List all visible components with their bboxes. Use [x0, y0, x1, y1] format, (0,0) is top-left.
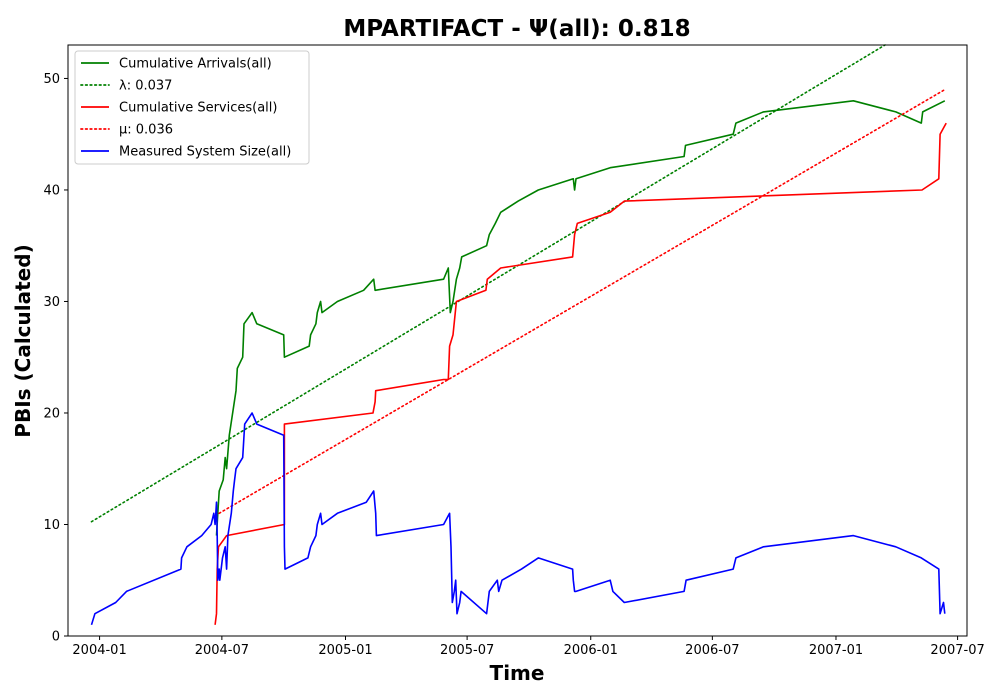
y-tick-label-5: 50: [43, 72, 60, 87]
legend-label-4: Measured System Size(all): [119, 145, 291, 160]
series-line-4: [90, 412, 946, 626]
y-tick-label-0: 0: [52, 630, 60, 645]
chart-title: MPARTIFACT - Ψ(all): 0.818: [343, 16, 690, 42]
legend-label-0: Cumulative Arrivals(all): [119, 57, 272, 72]
x-tick-label-6: 2007-01: [809, 643, 863, 658]
series-line-2: [214, 122, 947, 625]
x-axis: 2004-01 2004-07 2005-01 2005-07 2006-01 2006-…: [72, 636, 985, 658]
legend-label-1: λ: 0.037: [119, 79, 172, 94]
y-axis: 0 10 20 30 40 50: [43, 72, 68, 645]
series-line-3: [218, 88, 946, 515]
x-tick-label-5: 2006-07: [685, 643, 739, 658]
y-tick-label-3: 30: [43, 295, 60, 310]
series-line-0: [215, 100, 946, 536]
legend-label-2: Cumulative Services(all): [119, 101, 277, 116]
x-tick-label-4: 2006-01: [564, 643, 618, 658]
x-axis-label: Time: [490, 661, 545, 685]
x-tick-label-2: 2005-01: [318, 643, 372, 658]
x-tick-label-7: 2007-07: [930, 643, 984, 658]
y-tick-label-4: 40: [43, 183, 60, 198]
x-tick-label-3: 2005-07: [440, 643, 494, 658]
legend-label-3: μ: 0.036: [119, 123, 173, 138]
plot-lines: [90, 44, 947, 626]
y-tick-label-1: 10: [43, 518, 60, 533]
x-tick-label-0: 2004-01: [72, 643, 126, 658]
y-axis-label: PBIs (Calculated): [11, 244, 35, 437]
legend-box: [74, 50, 310, 165]
plot-frame: [67, 44, 968, 637]
x-tick-label-1: 2004-07: [195, 643, 249, 658]
y-tick-label-2: 20: [43, 406, 60, 421]
legend: Cumulative Arrivals(all) λ: 0.037 Cumulati…: [74, 50, 310, 165]
